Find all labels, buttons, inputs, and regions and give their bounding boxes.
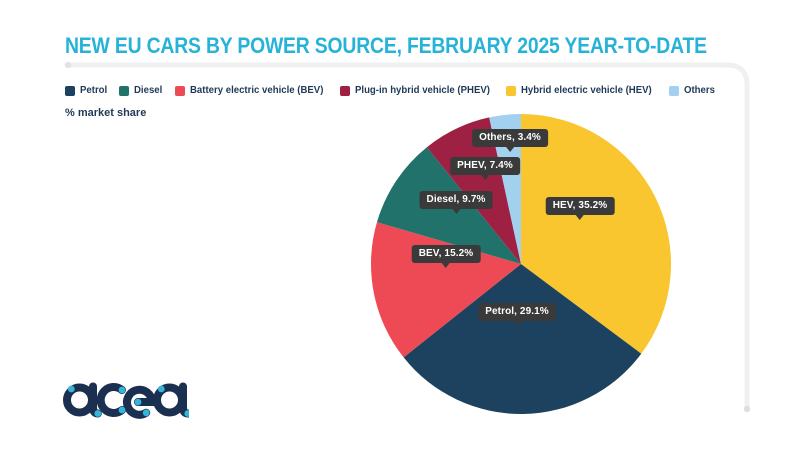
legend-label: Others (683, 85, 715, 96)
slice-label-petrol: Petrol, 29.1% (478, 303, 556, 326)
legend-label: Hybrid electric vehicle (HEV) (521, 85, 653, 96)
pie-slice-petrol (403, 264, 642, 415)
legend-swatch-others (668, 85, 679, 96)
legend-item-phev: Plug-in hybrid vehicle (PHEV) (339, 85, 496, 96)
page-title: NEW EU CARS BY POWER SOURCE, FEBRUARY 20… (65, 33, 707, 58)
slice-label-bev: BEV, 15.2% (411, 245, 481, 268)
legend-swatch-hev (506, 85, 517, 96)
pie-slice-phev (426, 117, 521, 264)
unit-label: % market share (65, 107, 147, 119)
acea-logo: acea (63, 375, 192, 422)
acea-logo-glyphs (63, 382, 192, 419)
slice-label-hev: HEV, 35.2% (545, 197, 615, 220)
slice-label-diesel: Diesel, 9.7% (419, 191, 493, 214)
legend-item-diesel: Diesel (119, 85, 163, 96)
legend-label: Diesel (134, 85, 163, 96)
legend-swatch-diesel (119, 85, 130, 96)
legend: Petrol Diesel Battery electric vehicle (… (65, 85, 716, 96)
slice-label-others: Others, 3.4% (472, 129, 548, 152)
legend-swatch-bev (174, 85, 185, 96)
legend-label: Plug-in hybrid vehicle (PHEV) (354, 85, 490, 96)
legend-label: Battery electric vehicle (BEV) (189, 85, 324, 96)
legend-item-others: Others (668, 85, 716, 96)
legend-swatch-petrol (65, 85, 75, 96)
divider-end-cap (743, 405, 751, 413)
legend-swatch-phev (339, 85, 350, 96)
legend-item-hev: Hybrid electric vehicle (HEV) (506, 85, 657, 96)
legend-item-bev: Battery electric vehicle (BEV) (174, 85, 329, 96)
logo-accent-dots (67, 385, 192, 417)
slice-label-phev: PHEV, 7.4% (450, 157, 520, 180)
legend-item-petrol: Petrol (65, 85, 108, 96)
pie-slice-hev (521, 114, 672, 354)
pie-slice-bev (371, 222, 521, 358)
divider-start-cap (64, 61, 72, 69)
legend-label: Petrol (80, 85, 108, 96)
